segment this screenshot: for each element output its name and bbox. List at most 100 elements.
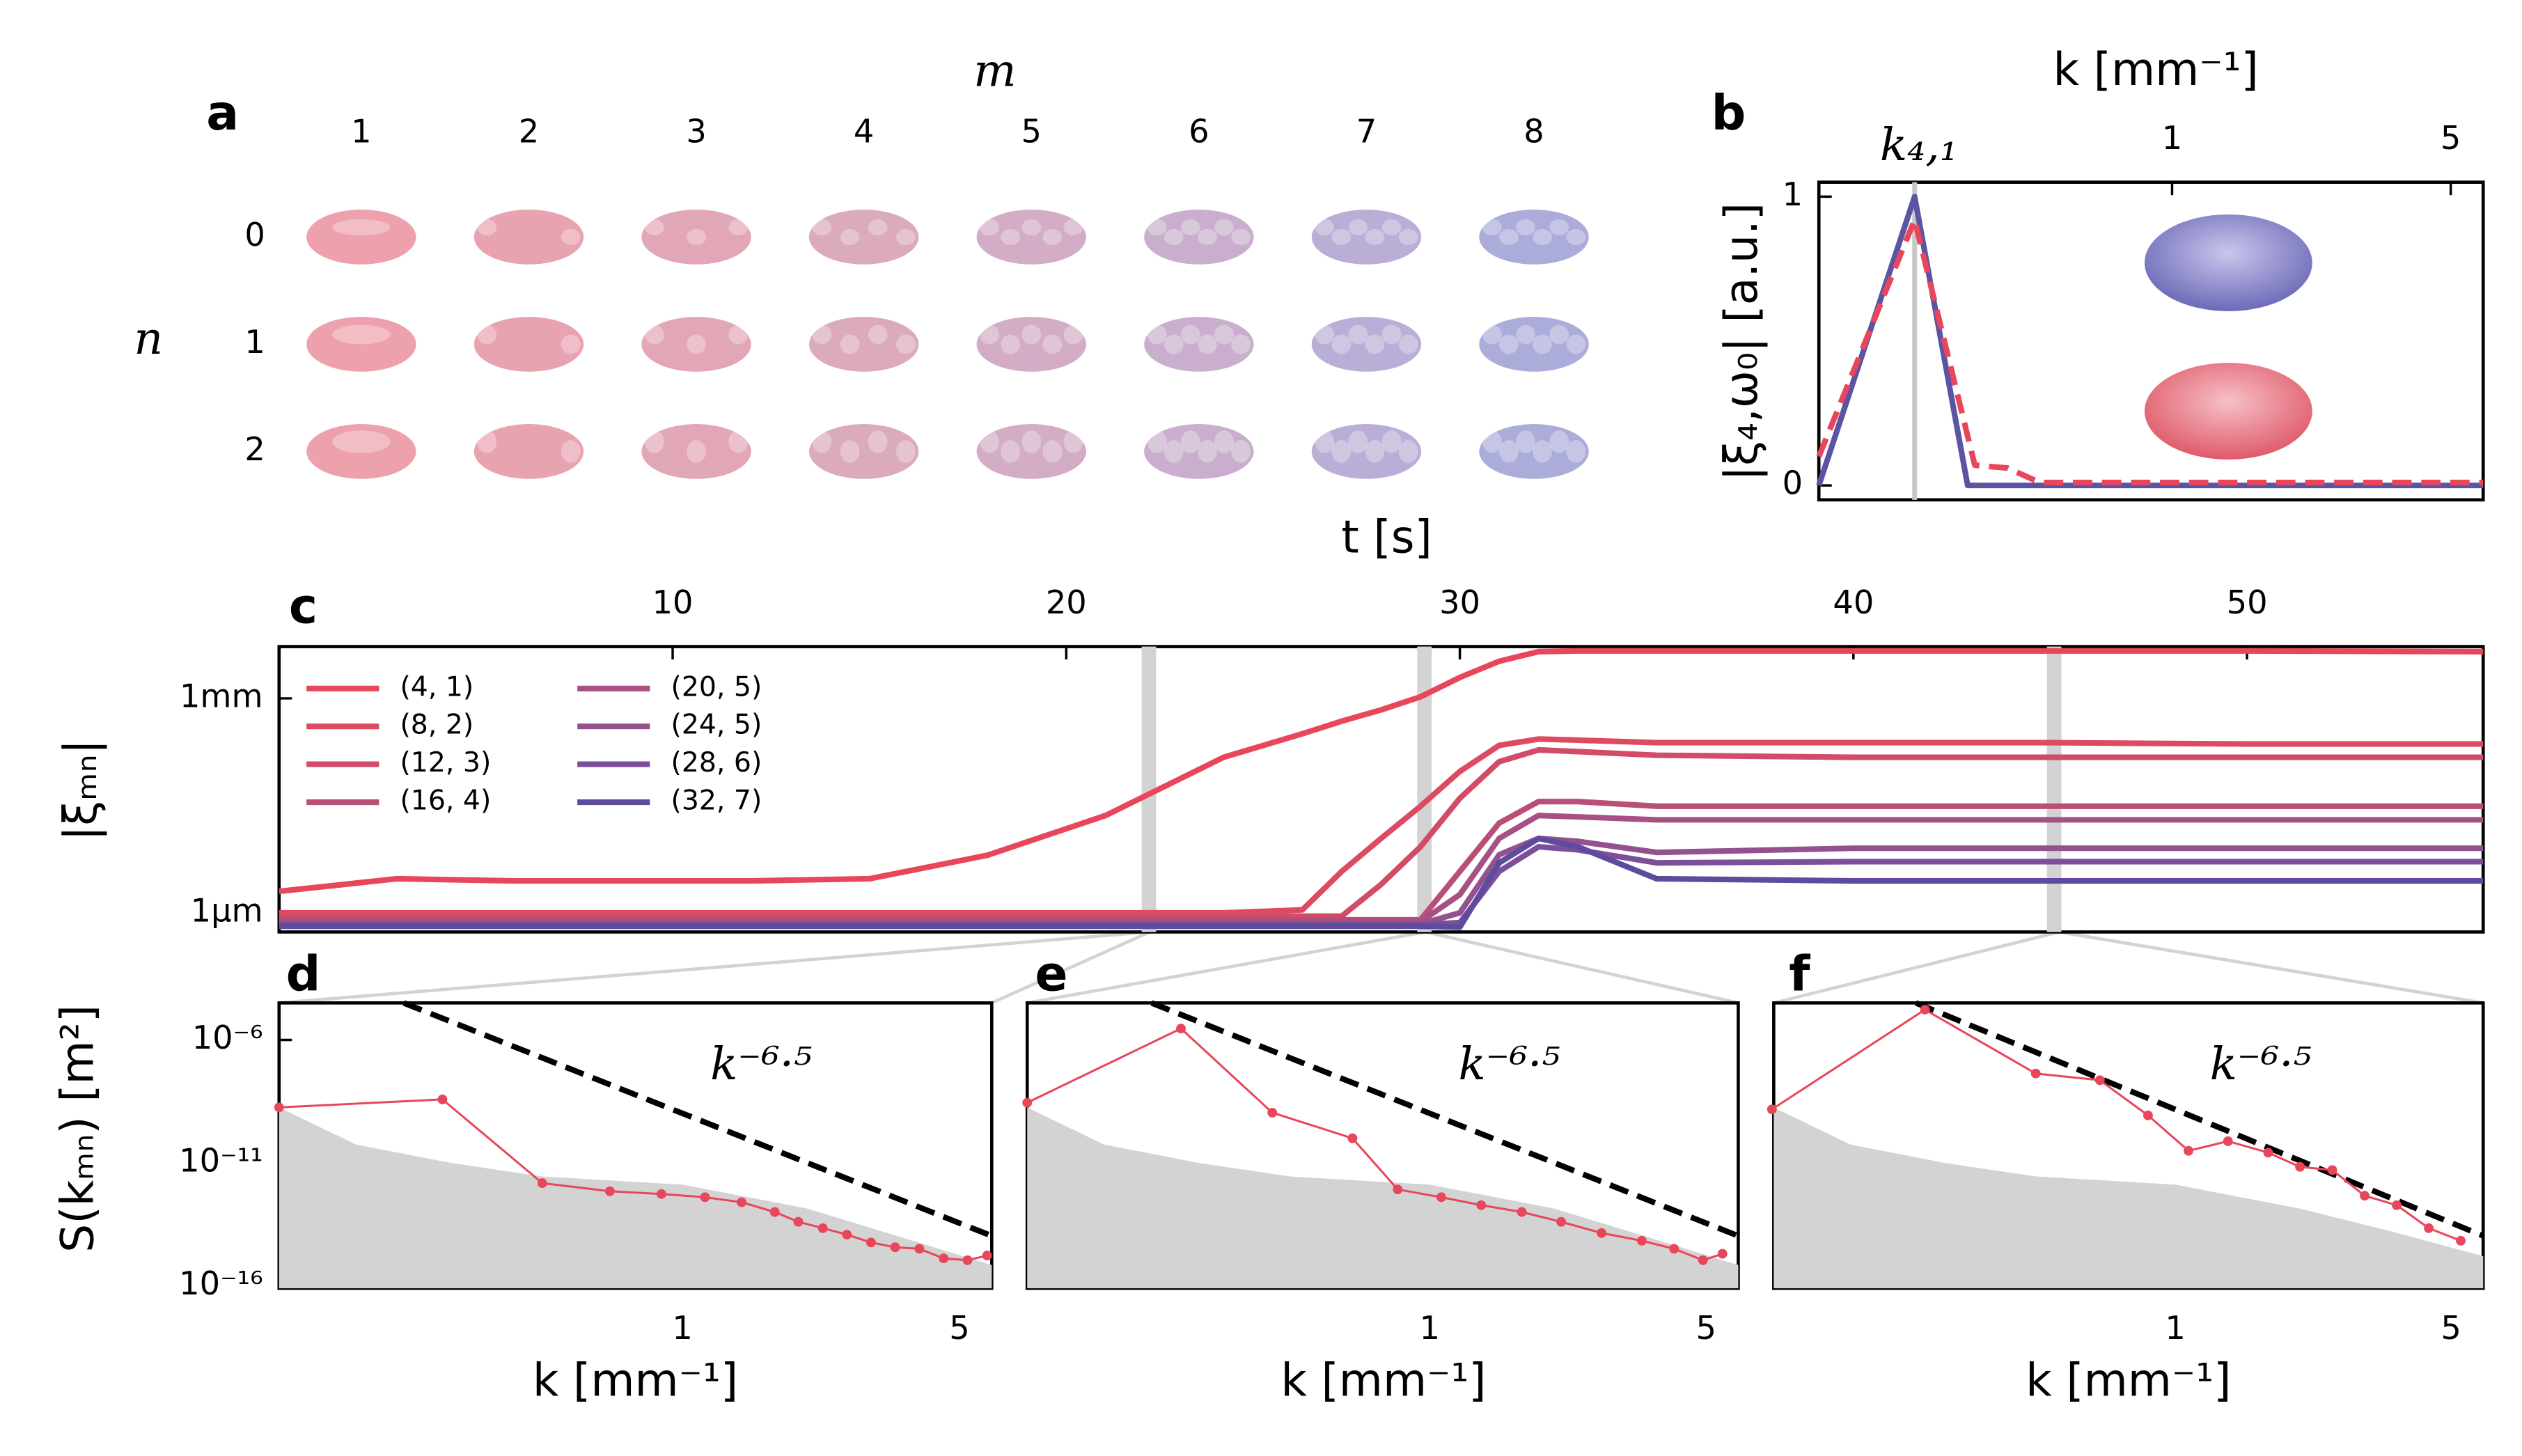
spectrum-point bbox=[866, 1237, 876, 1248]
surface-ripple bbox=[1398, 334, 1418, 354]
spectrum-point bbox=[842, 1230, 852, 1240]
noise-floor-area bbox=[279, 1107, 992, 1289]
surface-ripple bbox=[812, 430, 832, 453]
surface-ripple bbox=[980, 430, 999, 453]
surface-ripple bbox=[1549, 430, 1569, 453]
y-tick-label: 1mm bbox=[180, 677, 263, 714]
surface-ripple bbox=[477, 324, 497, 345]
spectrum-point bbox=[939, 1253, 949, 1264]
spectrum-point bbox=[2295, 1161, 2305, 1172]
surface-ripple bbox=[1147, 430, 1167, 453]
plot-frame bbox=[1817, 180, 2485, 502]
spectrum-point bbox=[2184, 1145, 2193, 1156]
annotation: k⁻⁶·⁵ bbox=[2210, 1038, 2312, 1090]
surface-ripple bbox=[1197, 440, 1217, 463]
column-label: 5 bbox=[1021, 113, 1042, 150]
surface-ripple bbox=[728, 219, 749, 236]
x-axis-label: k [mm⁻¹] bbox=[1280, 1354, 1486, 1407]
surface-ripple bbox=[1021, 430, 1042, 453]
y-tick-label: 0 bbox=[1783, 464, 1803, 502]
surface-body bbox=[306, 317, 416, 372]
plot-frame bbox=[277, 645, 2485, 934]
surface-ripple bbox=[812, 324, 832, 345]
column-label: 4 bbox=[854, 113, 874, 150]
surface-ripple bbox=[868, 430, 888, 453]
surface-ripple bbox=[1348, 219, 1368, 236]
surface-ripple bbox=[868, 324, 888, 345]
surface-ripple bbox=[1197, 228, 1217, 245]
surface-ripple bbox=[1381, 430, 1402, 453]
spectrum-point bbox=[982, 1251, 992, 1261]
spectrum-point bbox=[2456, 1235, 2466, 1246]
spectrum-point bbox=[1436, 1192, 1446, 1203]
annotation: k⁻⁶·⁵ bbox=[710, 1038, 812, 1090]
spectrum-point bbox=[537, 1178, 547, 1189]
surface-ripple bbox=[1331, 440, 1352, 463]
x-axis-label: t [s] bbox=[1341, 511, 1432, 563]
x-tick-label: 40 bbox=[1833, 584, 1874, 621]
spectrum-point bbox=[737, 1197, 746, 1207]
surface-ripple bbox=[1063, 324, 1083, 345]
spectrum-point bbox=[2392, 1200, 2402, 1210]
surface-ripple bbox=[477, 430, 497, 453]
surface-ripple bbox=[1533, 440, 1552, 463]
surface-body bbox=[306, 424, 416, 479]
surface-body bbox=[808, 210, 919, 265]
surface-body bbox=[1479, 317, 1589, 372]
spectrum-point bbox=[1393, 1184, 1403, 1195]
annotation: k₄,₁ bbox=[1880, 119, 1958, 171]
mode-surface bbox=[1144, 317, 1254, 372]
y-tick-label: 10⁻¹¹ bbox=[179, 1142, 263, 1180]
panel-label: d bbox=[286, 946, 321, 1002]
mode-surface bbox=[1311, 210, 1422, 265]
mode-surface bbox=[976, 424, 1086, 479]
surface-ripple bbox=[1381, 324, 1402, 345]
surface-ripple bbox=[1214, 219, 1234, 236]
mode-surface bbox=[1479, 210, 1589, 265]
y-axis-label: n bbox=[134, 313, 163, 365]
x-tick-label: 5 bbox=[949, 1309, 969, 1347]
x-tick-label: 50 bbox=[2227, 584, 2268, 621]
surface-ripple bbox=[561, 440, 581, 463]
surface-ripple bbox=[1365, 228, 1385, 245]
mode-surface bbox=[641, 317, 751, 372]
surface-ripple bbox=[644, 324, 664, 345]
mode-surface bbox=[1479, 424, 1589, 479]
surface-ripple bbox=[1214, 430, 1234, 453]
surface-ripple bbox=[980, 324, 999, 345]
spectrum-point bbox=[2327, 1165, 2337, 1175]
mode-surface bbox=[473, 424, 584, 479]
mode-surface bbox=[1479, 317, 1589, 372]
surface-ripple bbox=[1566, 440, 1586, 463]
surface-body bbox=[1311, 210, 1422, 265]
spectrum-point bbox=[1347, 1133, 1358, 1143]
panel-label: a bbox=[206, 86, 239, 141]
x-axis-label: k [mm⁻¹] bbox=[2053, 44, 2259, 96]
surface-ripple bbox=[477, 219, 497, 236]
surface-ripple bbox=[1180, 430, 1200, 453]
spectrum-point bbox=[274, 1102, 284, 1113]
spectrum-point bbox=[1637, 1235, 1647, 1246]
zoom-connectors bbox=[279, 930, 2484, 1005]
surface-body bbox=[641, 317, 751, 372]
surface-ripple bbox=[1021, 219, 1042, 236]
x-axis-label: m bbox=[973, 45, 1016, 97]
x-tick-label: 10 bbox=[652, 584, 694, 621]
mode-surface bbox=[808, 317, 919, 372]
surface-body bbox=[1311, 317, 1422, 372]
surface-ripple bbox=[1315, 324, 1335, 345]
surface-ripple bbox=[1331, 228, 1352, 245]
surface-ripple bbox=[1231, 334, 1251, 354]
surface-ripple bbox=[895, 228, 916, 245]
column-label: 1 bbox=[351, 113, 371, 150]
column-label: 6 bbox=[1189, 113, 1209, 150]
legend-label: (28, 6) bbox=[671, 746, 762, 778]
mode-surface bbox=[1144, 210, 1254, 265]
spectrum-point bbox=[914, 1244, 925, 1254]
surface-ripple bbox=[687, 334, 706, 354]
x-tick-label: 1 bbox=[672, 1309, 692, 1347]
surface-ripple bbox=[1147, 324, 1167, 345]
spectrum-point bbox=[1669, 1244, 1679, 1254]
